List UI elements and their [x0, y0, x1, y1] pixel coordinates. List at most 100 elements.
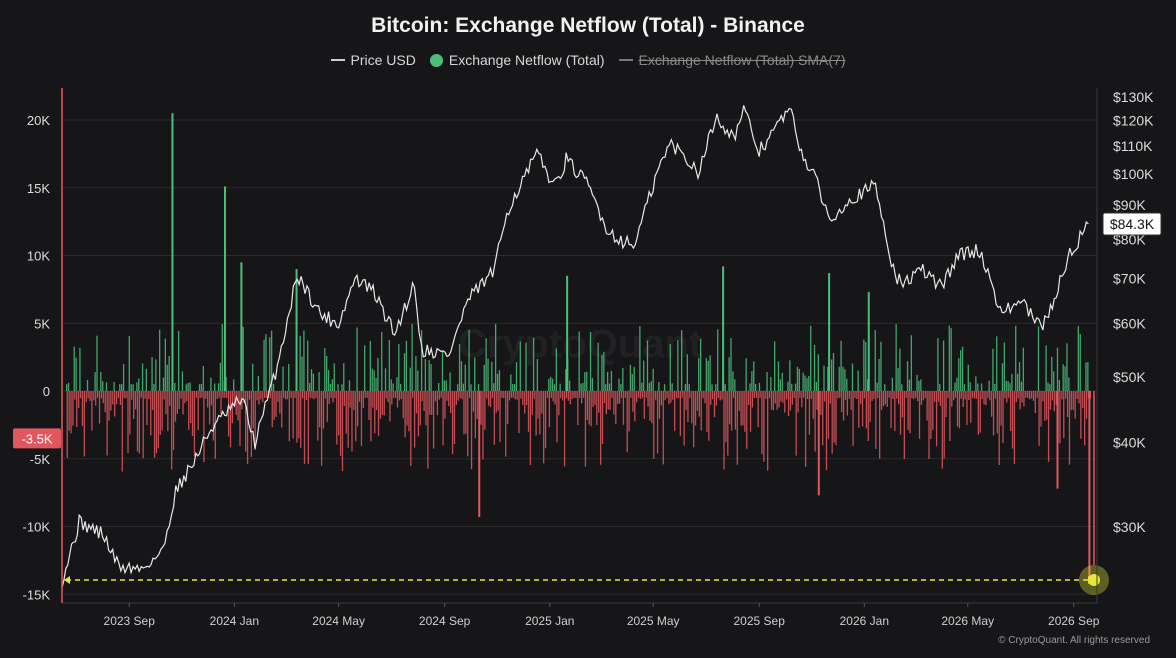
netflow-bar-positive — [842, 366, 844, 391]
netflow-bar-negative — [288, 391, 290, 442]
netflow-bar-negative — [326, 391, 328, 422]
marker-dot[interactable] — [1088, 574, 1100, 586]
netflow-bar-negative — [812, 391, 814, 419]
netflow-bar-negative — [573, 391, 575, 398]
x-axis-tick-label: 2023 Sep — [104, 614, 156, 628]
netflow-bar-negative — [711, 391, 714, 400]
netflow-bar-negative — [615, 391, 617, 424]
netflow-bar-positive — [994, 383, 996, 391]
netflow-bar-positive — [865, 342, 867, 391]
current-price-label: $84.3K — [1110, 216, 1155, 232]
netflow-bar-negative — [394, 391, 397, 398]
netflow-bar-positive — [681, 330, 683, 391]
netflow-bar-negative — [755, 391, 757, 398]
netflow-bar-negative — [803, 391, 805, 398]
netflow-bar-negative — [336, 391, 338, 445]
netflow-bar-positive — [329, 383, 332, 391]
netflow-bar-positive — [424, 359, 427, 391]
netflow-bar-positive — [369, 341, 372, 391]
netflow-bar-positive — [832, 353, 835, 391]
netflow-bar-positive — [512, 384, 514, 391]
netflow-bar-negative — [486, 391, 488, 399]
netflow-bar-positive — [445, 380, 447, 391]
netflow-bar-positive — [477, 384, 480, 391]
netflow-bar-positive — [1064, 366, 1066, 391]
netflow-bar-negative — [1055, 391, 1057, 405]
netflow-bar-positive — [610, 370, 613, 391]
legend-item-price[interactable]: Price USD — [330, 52, 416, 68]
netflow-bar-positive — [331, 379, 334, 391]
netflow-bar-positive — [977, 383, 979, 391]
netflow-spike-bar — [722, 266, 725, 391]
netflow-bar-positive — [510, 374, 512, 391]
netflow-bar-negative — [262, 391, 264, 403]
netflow-bar-negative — [970, 391, 972, 423]
netflow-bar-negative — [949, 391, 951, 441]
netflow-bar-negative — [524, 391, 526, 414]
netflow-bar-negative — [351, 391, 353, 452]
legend-item-sma[interactable]: Exchange Netflow (Total) SMA(7) — [618, 52, 845, 68]
netflow-bar-negative — [133, 391, 135, 419]
netflow-bar-positive — [519, 341, 521, 391]
netflow-bar-positive — [961, 346, 964, 391]
netflow-bar-negative — [808, 391, 811, 435]
netflow-bar-negative — [406, 391, 408, 426]
netflow-bar-negative — [180, 391, 182, 399]
current-netflow-badge — [13, 428, 61, 449]
netflow-bar-negative — [903, 391, 905, 460]
netflow-bar-positive — [177, 330, 180, 391]
netflow-bar-negative — [400, 391, 402, 399]
netflow-bar-negative — [273, 391, 275, 420]
netflow-bar-negative — [338, 391, 340, 436]
right-axis-tick-label: $90K — [1113, 197, 1146, 213]
netflow-bar-negative — [1002, 391, 1004, 444]
netflow-bar-positive — [1020, 381, 1023, 391]
netflow-bar-negative — [131, 391, 133, 400]
netflow-bar-negative — [655, 391, 657, 400]
netflow-bar-negative — [146, 391, 148, 426]
right-axis-tick-label: $40K — [1113, 435, 1146, 451]
netflow-bar-negative — [1059, 391, 1061, 444]
netflow-bar-negative — [220, 391, 222, 414]
netflow-bar-positive — [263, 339, 265, 391]
netflow-bar-negative — [740, 391, 742, 426]
netflow-bar-negative — [884, 391, 887, 405]
netflow-bar-negative — [436, 391, 439, 416]
netflow-bar-negative — [937, 391, 940, 402]
netflow-bar-positive — [650, 381, 652, 391]
netflow-bar-negative — [233, 391, 235, 405]
legend-item-netflow[interactable]: Exchange Netflow (Total) — [429, 52, 605, 68]
netflow-bar-negative — [364, 391, 366, 398]
netflow-bar-negative — [905, 391, 907, 398]
netflow-bar-negative — [358, 391, 361, 402]
netflow-bar-negative — [383, 391, 385, 416]
netflow-bar-negative — [835, 391, 837, 446]
netflow-bar-positive — [449, 372, 451, 391]
netflow-bar-positive — [214, 383, 216, 391]
netflow-bar-negative — [360, 391, 363, 446]
netflow-spike-bar — [817, 391, 820, 496]
netflow-bar-positive — [878, 358, 880, 391]
netflow-bar-negative — [916, 391, 919, 402]
netflow-bar-negative — [153, 391, 156, 458]
netflow-bar-positive — [908, 379, 911, 391]
netflow-bar-negative — [68, 391, 70, 431]
netflow-bar-negative — [810, 391, 812, 399]
netflow-bar-positive — [536, 359, 539, 391]
netflow-bar-positive — [794, 383, 797, 391]
netflow-bar-negative — [571, 391, 573, 400]
netflow-bar-positive — [299, 335, 301, 391]
netflow-spike-bar — [1056, 391, 1059, 489]
netflow-bar-negative — [1072, 391, 1074, 410]
netflow-bar-positive — [318, 372, 320, 391]
netflow-bar-positive — [555, 348, 558, 391]
netflow-bar-negative — [96, 391, 99, 398]
netflow-bar-negative — [973, 391, 976, 399]
netflow-bar-negative — [320, 391, 323, 466]
netflow-bar-negative — [816, 391, 818, 410]
netflow-bar-negative — [465, 391, 467, 434]
left-axis-tick-label: 20K — [27, 113, 50, 128]
netflow-bar-positive — [532, 337, 535, 391]
x-axis-tick-label: 2026 May — [941, 614, 994, 628]
